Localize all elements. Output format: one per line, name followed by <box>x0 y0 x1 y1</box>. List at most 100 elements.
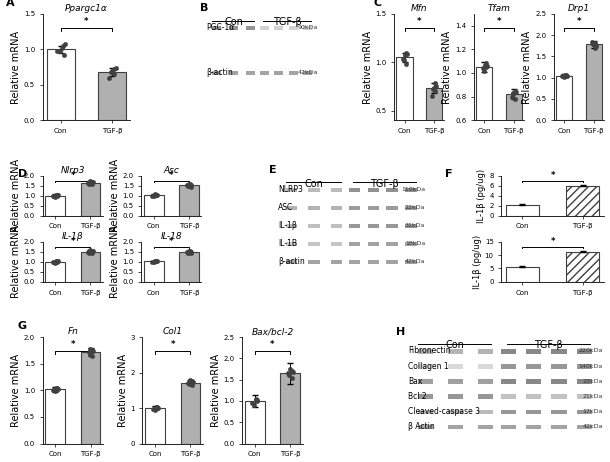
Bar <box>406 206 417 210</box>
Bar <box>448 409 463 414</box>
Point <box>589 41 598 48</box>
Point <box>184 180 193 188</box>
Bar <box>406 224 417 228</box>
Point <box>148 405 157 413</box>
Bar <box>506 267 539 282</box>
Bar <box>476 67 492 191</box>
Text: *: * <box>417 17 422 25</box>
Point <box>401 61 411 68</box>
Bar <box>289 71 298 75</box>
Point <box>109 70 119 78</box>
Bar <box>274 71 283 75</box>
Text: *: * <box>550 171 555 180</box>
Point <box>430 80 440 87</box>
Point <box>182 182 192 189</box>
Title: Ppargc1α: Ppargc1α <box>65 4 108 13</box>
Point <box>106 68 116 76</box>
Point <box>187 381 197 389</box>
Bar <box>576 349 592 353</box>
Text: *: * <box>169 237 174 246</box>
Text: TGF-β: TGF-β <box>534 340 563 350</box>
Point <box>185 181 195 188</box>
Point <box>146 192 156 200</box>
Point <box>431 83 440 90</box>
Bar <box>46 389 65 444</box>
Text: NLRP3: NLRP3 <box>278 185 303 194</box>
Point <box>479 67 489 74</box>
Bar <box>506 94 522 191</box>
Bar <box>308 188 320 192</box>
Bar <box>551 365 567 369</box>
Y-axis label: Relative mRNA: Relative mRNA <box>11 159 21 232</box>
Bar <box>281 373 300 444</box>
Bar <box>506 205 539 216</box>
Text: 22kDa: 22kDa <box>404 205 425 210</box>
Bar <box>526 425 542 429</box>
Point <box>481 60 490 67</box>
Bar <box>501 409 516 414</box>
Text: 18kDa: 18kDa <box>405 241 425 246</box>
Text: C: C <box>373 0 381 8</box>
Point <box>52 191 62 198</box>
Bar <box>406 188 417 192</box>
Text: *: * <box>550 237 555 246</box>
Bar <box>144 195 163 216</box>
Point <box>590 42 600 49</box>
Title: Mfn: Mfn <box>411 4 428 13</box>
Point <box>287 367 296 375</box>
Point <box>52 48 62 55</box>
Point <box>83 248 93 255</box>
Point <box>52 384 62 391</box>
Point <box>149 193 159 200</box>
Text: D: D <box>18 170 27 180</box>
Title: Drp1: Drp1 <box>568 4 590 13</box>
Bar <box>308 224 320 228</box>
Text: A: A <box>6 0 15 8</box>
Text: 90kDa: 90kDa <box>298 25 318 30</box>
Point <box>481 61 490 68</box>
Point <box>508 91 518 98</box>
Point <box>53 258 63 265</box>
Bar <box>418 425 433 429</box>
Text: 220kDa: 220kDa <box>578 348 603 353</box>
Bar <box>526 409 542 414</box>
Bar <box>260 26 269 30</box>
Point <box>590 39 600 47</box>
Text: β-actin: β-actin <box>207 68 233 78</box>
Bar <box>331 260 342 264</box>
Point <box>87 347 97 354</box>
Bar <box>551 349 567 353</box>
Bar <box>367 260 379 264</box>
Point <box>558 73 567 80</box>
Point <box>428 85 438 93</box>
Point <box>50 194 60 201</box>
Point <box>150 191 160 198</box>
Bar <box>501 349 516 353</box>
Point <box>51 384 61 392</box>
Point <box>511 88 520 96</box>
Text: 31kDa: 31kDa <box>405 223 425 228</box>
Bar <box>45 195 65 216</box>
Point <box>50 259 60 267</box>
Bar <box>551 395 567 399</box>
Text: Bcl 2: Bcl 2 <box>407 392 426 401</box>
Bar <box>246 71 255 75</box>
Point <box>185 380 195 388</box>
Point <box>559 73 569 80</box>
Bar <box>478 349 492 353</box>
Bar <box>47 49 75 120</box>
Point <box>402 51 412 58</box>
Point <box>251 395 260 402</box>
Bar <box>576 379 592 383</box>
Point <box>188 378 198 386</box>
Text: Con: Con <box>446 340 465 350</box>
Point <box>85 351 95 358</box>
Point <box>561 71 570 79</box>
Point <box>481 63 491 71</box>
Point <box>88 178 98 186</box>
Point <box>52 258 62 266</box>
Bar <box>576 365 592 369</box>
Bar <box>396 57 412 159</box>
Text: G: G <box>17 321 26 331</box>
Point <box>507 93 517 100</box>
